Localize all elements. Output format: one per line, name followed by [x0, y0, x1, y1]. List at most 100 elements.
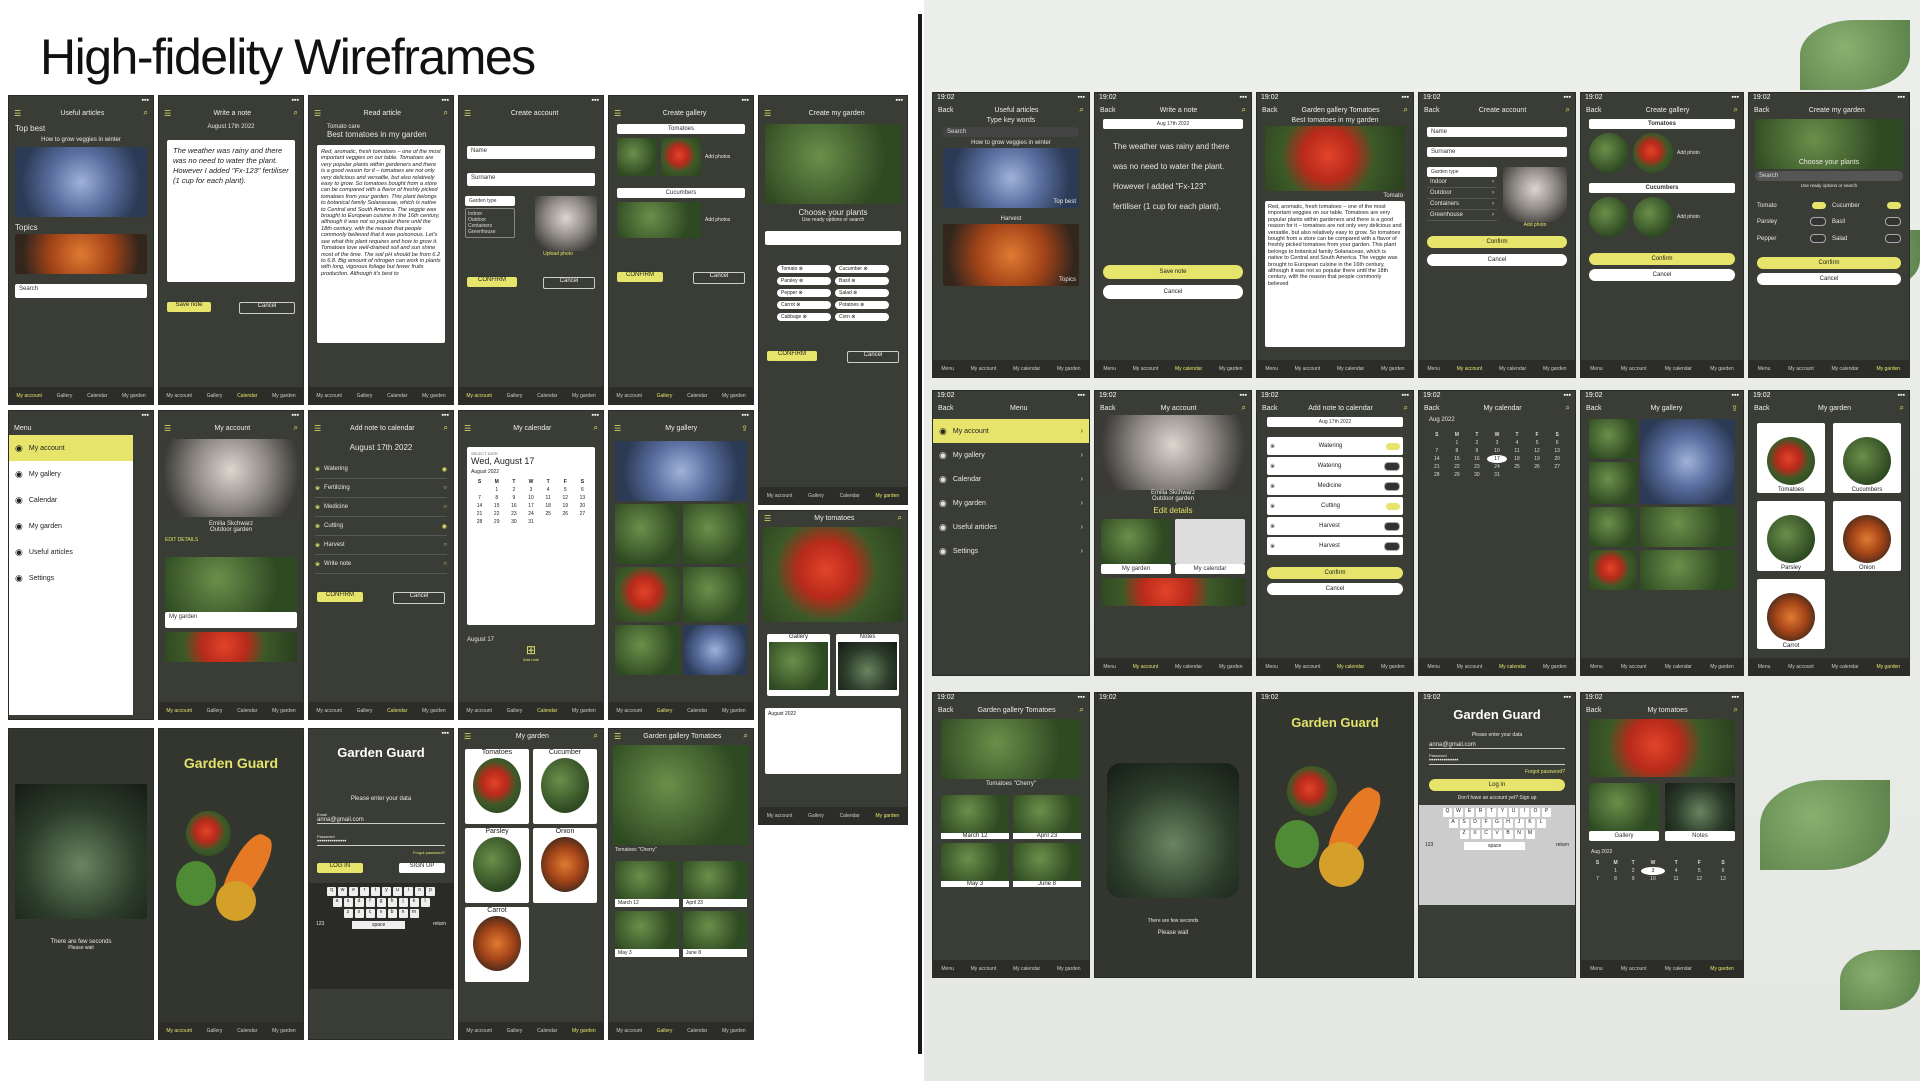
cancel-button[interactable]: Cancel [1427, 254, 1567, 266]
calendar-day[interactable]: 9 [1625, 875, 1641, 883]
name-field[interactable]: Name [1427, 127, 1567, 137]
garden-type-option[interactable]: Outdoor › [1427, 188, 1497, 199]
edit-details-link[interactable]: Edit details [1095, 506, 1251, 515]
key[interactable]: Y [1498, 808, 1507, 817]
nav-menu[interactable]: Menu [1590, 664, 1603, 670]
calendar-day[interactable]: 13 [1547, 447, 1567, 455]
nav-my-account[interactable]: My account [466, 708, 492, 714]
cancel-button[interactable]: Cancel [1757, 273, 1901, 285]
calendar-day[interactable]: 8 [1606, 875, 1625, 883]
calendar-day[interactable]: 13 [574, 494, 591, 502]
month-label[interactable]: August 2022 [471, 469, 591, 475]
back-button[interactable]: Back [1424, 405, 1440, 412]
menu-item[interactable]: ◉ My gallery › [933, 443, 1089, 467]
nav-my-calendar[interactable]: My calendar [1499, 664, 1526, 670]
plant-chip[interactable]: Cabbage ⊗ [777, 313, 831, 321]
search-icon[interactable]: ⌕ [1404, 403, 1408, 413]
gallery-tomatoes[interactable]: Tomatoes [1589, 119, 1735, 129]
search-icon[interactable]: ⌕ [1242, 403, 1246, 413]
plant-toggle[interactable]: Cucumber [1832, 202, 1901, 209]
calendar-day[interactable]: 6 [1547, 439, 1567, 447]
key[interactable]: a [333, 898, 342, 907]
plant-chip[interactable]: Salad ⊗ [835, 289, 889, 297]
password-field[interactable]: •••••••••••••• [317, 839, 445, 846]
back-button[interactable]: Back [1754, 107, 1770, 114]
nav-calendar[interactable]: Calendar [537, 393, 557, 399]
confirm-button[interactable]: Confirm [1757, 257, 1901, 269]
nav-my-account[interactable]: My account [1788, 366, 1814, 372]
nav-my-account[interactable]: My account [1621, 966, 1647, 972]
key[interactable]: x [355, 909, 364, 918]
nav-calendar[interactable]: Calendar [387, 708, 407, 714]
calendar-day[interactable]: 4 [1507, 439, 1527, 447]
key[interactable]: y [382, 887, 391, 896]
date-picker[interactable]: SELECT DATE Wed, August 17 August 2022 S… [467, 447, 595, 625]
dated-photo[interactable]: April 23 [683, 861, 747, 907]
calendar-day[interactable]: 18 [1507, 455, 1527, 463]
dated-photo[interactable]: June 8 [683, 911, 747, 957]
nav-my-garden[interactable]: My garden [1876, 366, 1900, 372]
avatar[interactable] [535, 196, 597, 251]
toggle-switch[interactable] [1810, 217, 1826, 226]
nav-my-calendar[interactable]: My calendar [1665, 664, 1692, 670]
calendar-day[interactable]: 25 [1507, 463, 1527, 471]
nav-calendar[interactable]: Calendar [840, 813, 860, 819]
back-button[interactable]: Back [1100, 405, 1116, 412]
calendar-grid[interactable]: S M T W T F S 1 2 3 4 5 6 7 8 9 10 11 12 13 14 15 16 17 18 19 20 21… [471, 478, 591, 526]
nav-calendar[interactable]: Calendar [687, 393, 707, 399]
menu-item[interactable]: ◉ My account [9, 435, 133, 461]
search-icon[interactable]: ⌕ [1080, 705, 1084, 715]
nav-my-account[interactable]: My account [1457, 366, 1483, 372]
add-photo-link[interactable]: Add photo [1503, 222, 1567, 228]
cancel-button[interactable]: Cancel [543, 277, 595, 289]
calendar-day[interactable]: 22 [488, 510, 505, 518]
mini-calendar[interactable]: August 2022 [765, 708, 901, 774]
calendar-day[interactable]: 10 [522, 494, 539, 502]
calendar-day[interactable]: 4 [1665, 867, 1688, 875]
search-icon[interactable]: ⌕ [1734, 105, 1738, 115]
key[interactable]: I [1520, 808, 1529, 817]
nav-gallery[interactable]: Gallery [507, 1028, 523, 1034]
calendar-day[interactable]: 15 [488, 502, 505, 510]
search-icon[interactable]: ⌕ [1566, 105, 1570, 115]
nav-my-garden[interactable]: My garden [1876, 664, 1900, 670]
calendar-day[interactable]: 1 [1447, 439, 1467, 447]
search-icon[interactable]: ⌕ [594, 423, 598, 433]
option-greenhouse[interactable]: Greenhouse [468, 229, 512, 235]
nav-calendar[interactable]: Calendar [687, 1028, 707, 1034]
gallery-card[interactable]: Gallery [767, 634, 830, 696]
gallery-photo[interactable] [615, 567, 680, 622]
nav-calendar[interactable]: Calendar [237, 393, 257, 399]
garden-type-select[interactable]: Garden type [1427, 167, 1497, 177]
gallery-photo[interactable] [1633, 197, 1673, 237]
menu-item[interactable]: ◉ Settings › [933, 539, 1089, 563]
menu-item[interactable]: ◉ Calendar › [933, 467, 1089, 491]
note-text[interactable]: The weather was rainy and there was no n… [1113, 137, 1233, 249]
key[interactable]: A [1449, 819, 1458, 828]
nav-gallery[interactable]: Gallery [657, 393, 673, 399]
nav-my-garden[interactable]: My garden [1710, 664, 1734, 670]
menu-item[interactable]: ◉ My garden [9, 513, 133, 539]
calendar-day[interactable]: 20 [1547, 455, 1567, 463]
key[interactable]: W [1454, 808, 1463, 817]
calendar-day[interactable]: 28 [1427, 471, 1447, 479]
calendar-day[interactable]: 21 [1427, 463, 1447, 471]
nav-my-calendar[interactable]: My calendar [1831, 664, 1858, 670]
plant-chip[interactable]: Basil ⊗ [835, 277, 889, 285]
search-icon[interactable]: ⌕ [744, 731, 748, 741]
key[interactable]: o [415, 887, 424, 896]
nav-my-account[interactable]: My account [767, 813, 793, 819]
calendar-grid[interactable]: S M T W T F S 1 2 3 4 5 6 7 8 9 10 11 12 13 14 15 16 17 18 19 20 21… [1427, 431, 1567, 479]
key[interactable]: f [366, 898, 375, 907]
gallery-photo[interactable] [1589, 197, 1629, 237]
add-note-icon[interactable]: ⊞ [459, 643, 603, 657]
plant-chip[interactable]: Cucumber ⊗ [835, 265, 889, 273]
nav-my-garden[interactable]: My garden [1710, 966, 1734, 972]
nav-gallery[interactable]: Gallery [207, 708, 223, 714]
search-icon[interactable]: ⌕ [444, 108, 448, 118]
plant-toggle[interactable]: Parsley [1757, 217, 1826, 226]
cancel-button[interactable]: Cancel [1103, 285, 1243, 299]
nav-menu[interactable]: Menu [1590, 366, 1603, 372]
back-button[interactable]: Back [1754, 405, 1770, 412]
calendar-day[interactable]: 29 [488, 518, 505, 526]
